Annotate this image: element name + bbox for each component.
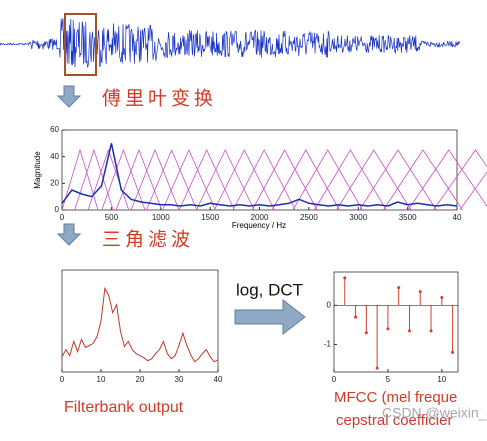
down-arrow bbox=[56, 223, 82, 246]
x-tick-label: 0 bbox=[332, 375, 337, 384]
plot-frame bbox=[333, 271, 459, 373]
mel-filter bbox=[459, 171, 487, 211]
stem-head bbox=[407, 329, 411, 333]
x-tick-label: 0 bbox=[60, 213, 65, 222]
step-label: log, DCT bbox=[236, 280, 303, 299]
x-tick-label: 40 bbox=[453, 213, 462, 222]
mel-filter bbox=[359, 149, 437, 211]
stem-head bbox=[386, 327, 390, 331]
plot-frame bbox=[61, 269, 219, 373]
frame-box bbox=[64, 13, 97, 76]
x-tick-label: 1000 bbox=[152, 213, 170, 222]
mel-filter bbox=[146, 148, 198, 211]
x-tick-label: 3500 bbox=[399, 213, 417, 222]
x-tick-label: 3000 bbox=[349, 213, 367, 222]
caption: cepstral coefficier bbox=[336, 412, 452, 429]
y-axis-label: Magnitude bbox=[33, 151, 42, 189]
waveform bbox=[0, 18, 460, 68]
step-label: 三角滤波 bbox=[102, 229, 194, 251]
stem-head bbox=[375, 366, 379, 370]
stem-head bbox=[364, 331, 368, 335]
mel-filter bbox=[178, 149, 235, 211]
mel-filter bbox=[74, 148, 114, 211]
data-line bbox=[61, 286, 219, 363]
data-line bbox=[61, 143, 458, 207]
caption: Filterbank output bbox=[64, 399, 184, 416]
mel-filter bbox=[407, 149, 487, 211]
x-tick-label: 10 bbox=[97, 375, 106, 384]
mel-filter bbox=[314, 149, 387, 211]
y-tick-label: 40 bbox=[50, 152, 59, 161]
y-tick-label: -1 bbox=[324, 340, 332, 349]
mel-filter bbox=[115, 148, 163, 211]
caption: MFCC (mel freque bbox=[334, 389, 457, 406]
y-tick-label: 0 bbox=[327, 300, 332, 309]
mel-filter bbox=[61, 148, 99, 211]
stem-head bbox=[397, 286, 401, 290]
down-arrow bbox=[56, 85, 82, 108]
mel-filter bbox=[383, 149, 463, 211]
stem-head bbox=[418, 290, 422, 294]
x-tick-label: 30 bbox=[175, 375, 184, 384]
x-tick-label: 20 bbox=[136, 375, 145, 384]
mel-filter bbox=[214, 149, 275, 211]
mel-filter bbox=[251, 149, 318, 211]
waveform-line bbox=[0, 18, 460, 68]
x-tick-label: 40 bbox=[214, 375, 223, 384]
x-tick-label: 1500 bbox=[201, 213, 219, 222]
watermark: CSDN @weixin_43284996 bbox=[382, 405, 487, 421]
stem-head bbox=[451, 350, 455, 354]
x-tick-label: 500 bbox=[105, 213, 119, 222]
mel-filter bbox=[101, 148, 146, 211]
mel-filter bbox=[196, 149, 255, 211]
x-tick-label: 10 bbox=[437, 375, 446, 384]
mel-filter bbox=[433, 149, 487, 211]
mel-filter bbox=[271, 149, 340, 211]
mel-filter bbox=[292, 149, 363, 211]
step-label: 傅里叶变换 bbox=[102, 88, 217, 110]
stem-head bbox=[354, 315, 358, 319]
mel-filter bbox=[336, 149, 412, 211]
stem-head bbox=[440, 295, 444, 299]
y-tick-label: 60 bbox=[50, 125, 59, 134]
mel-filter bbox=[162, 149, 216, 211]
x-tick-label: 5 bbox=[386, 375, 391, 384]
x-tick-label: 2500 bbox=[300, 213, 318, 222]
plot-frame bbox=[61, 129, 458, 211]
x-axis-label: Frequency / Hz bbox=[232, 221, 286, 230]
stem-head bbox=[429, 329, 433, 333]
y-tick-label: 20 bbox=[50, 178, 59, 187]
mel-filter bbox=[232, 149, 296, 211]
y-tick-label: 0 bbox=[55, 205, 60, 214]
right-arrow bbox=[234, 298, 306, 336]
x-tick-label: 0 bbox=[60, 375, 65, 384]
x-tick-label: 2000 bbox=[251, 213, 269, 222]
stem-head bbox=[343, 276, 347, 280]
